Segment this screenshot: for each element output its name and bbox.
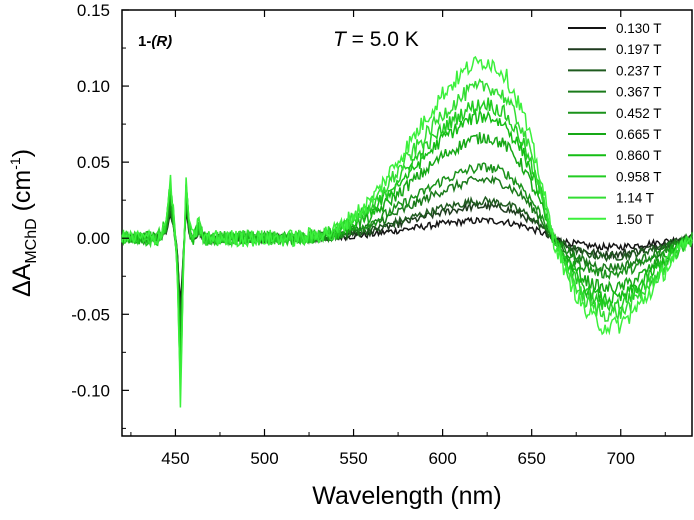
- y-tick-label: 0.00: [77, 229, 110, 248]
- y-tick-label: -0.10: [71, 381, 110, 400]
- series-line: [121, 210, 693, 303]
- x-tick-label: 600: [428, 449, 456, 468]
- x-tick-label: 550: [339, 449, 367, 468]
- temperature-label: T = 5.0 K: [333, 28, 419, 51]
- legend-label: 0.197 T: [616, 42, 662, 57]
- tick-layer: 450 500 550 600 650 700 -0.10 -0.05 0.00 0.05 0.10…: [71, 1, 666, 468]
- y-axis-label: ΔAMChD (cm-1): [7, 149, 40, 297]
- x-tick-label: 700: [607, 449, 635, 468]
- x-axis-label: Wavelength (nm): [312, 482, 501, 510]
- sample-label: 1-(R): [138, 33, 172, 50]
- legend-label: 0.860 T: [616, 148, 662, 163]
- x-tick-label: 450: [161, 449, 189, 468]
- y-tick-label: 0.10: [77, 77, 110, 96]
- y-tick-label: 0.05: [77, 153, 110, 172]
- legend-label: 1.14 T: [616, 191, 654, 206]
- legend-label: 1.50 T: [616, 212, 654, 227]
- series-line: [121, 55, 693, 408]
- legend-label: 0.452 T: [616, 106, 662, 121]
- x-tick-label: 500: [250, 449, 278, 468]
- legend-label: 0.130 T: [616, 21, 662, 36]
- y-tick-label: -0.05: [71, 305, 110, 324]
- plot-frame: [121, 9, 693, 437]
- legend-label: 0.958 T: [616, 169, 662, 184]
- legend: 0.130 T 0.197 T 0.237 T 0.367 T 0.452 T 0.665…: [568, 21, 662, 227]
- legend-label: 0.367 T: [616, 85, 662, 100]
- series-line: [121, 201, 693, 313]
- legend-label: 0.665 T: [616, 127, 662, 142]
- y-tick-label: 0.15: [77, 1, 110, 20]
- x-tick-label: 650: [518, 449, 546, 468]
- legend-label: 0.237 T: [616, 63, 662, 78]
- series-layer: [121, 55, 693, 408]
